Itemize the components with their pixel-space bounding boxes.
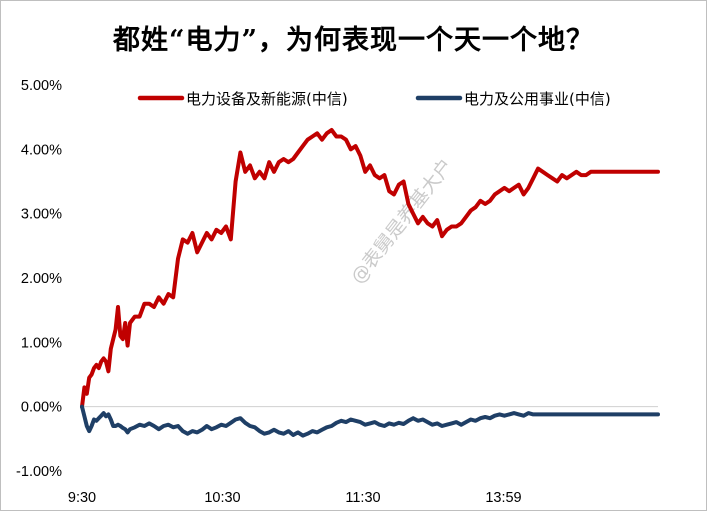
series-line-1 <box>80 128 660 409</box>
series-line-2 <box>80 404 660 438</box>
x-tick-label: 11:30 <box>345 490 380 506</box>
legend-label-2: 电力及公用事业(中信) <box>464 90 611 108</box>
x-axis: 9:30 10:30 11:30 13:59 <box>68 490 522 506</box>
y-tick-label: 1.00% <box>21 335 62 351</box>
legend-label-1: 电力设备及新能源(中信) <box>186 90 348 108</box>
x-tick-label: 9:30 <box>68 490 96 506</box>
y-tick-label: 4.00% <box>21 142 62 158</box>
x-tick-label: 10:30 <box>204 490 240 506</box>
y-axis: -1.00% 0.00% 1.00% 2.00% 3.00% 4.00% 5.00% <box>16 78 62 480</box>
chart-title: 都姓“电力”，为何表现一个天一个地？ <box>112 25 595 56</box>
legend: 电力设备及新能源(中信) 电力及公用事业(中信) <box>137 90 611 108</box>
y-tick-label: 0.00% <box>21 400 62 416</box>
y-tick-label: 5.00% <box>21 78 62 94</box>
y-tick-label: 3.00% <box>21 207 62 223</box>
x-tick-label: 13:59 <box>485 490 521 506</box>
series-group <box>80 128 660 438</box>
y-tick-label: 2.00% <box>21 271 62 287</box>
y-tick-label: -1.00% <box>16 464 62 480</box>
watermark: @表舅是养基大户 <box>347 155 458 288</box>
